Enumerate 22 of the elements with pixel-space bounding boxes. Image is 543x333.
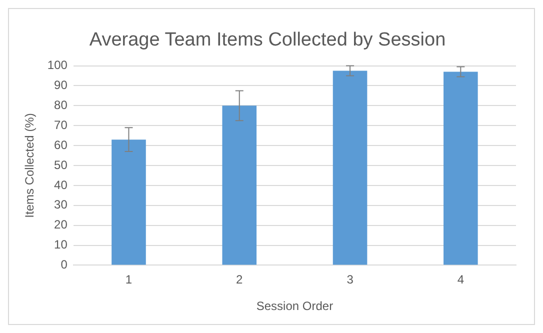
y-tick-label: 70: [54, 118, 68, 132]
bar: [332, 70, 368, 265]
x-tick-label: 1: [125, 272, 132, 287]
y-tick-label: 20: [54, 218, 68, 232]
bar: [222, 106, 257, 265]
x-tick-label: 3: [346, 272, 354, 287]
y-tick-label: 60: [54, 138, 68, 152]
x-axis-title: Session Order: [256, 299, 334, 314]
y-tick-label: 30: [54, 198, 68, 212]
y-tick-label: 80: [54, 98, 68, 112]
y-tick-label: 10: [54, 238, 68, 252]
x-tick-label: 4: [457, 272, 464, 287]
chart-title: Average Team Items Collected by Session: [89, 30, 446, 51]
bar: [112, 140, 146, 265]
y-axis-title: Items Collected (%): [22, 113, 37, 218]
y-tick-label: 50: [54, 158, 68, 172]
y-tick-label: 100: [47, 58, 68, 72]
y-tick-label: 90: [54, 78, 68, 92]
y-tick-label: 40: [54, 178, 68, 192]
y-tick-label: 0: [60, 258, 68, 272]
bar: [444, 72, 478, 265]
x-tick-label: 2: [236, 272, 244, 287]
